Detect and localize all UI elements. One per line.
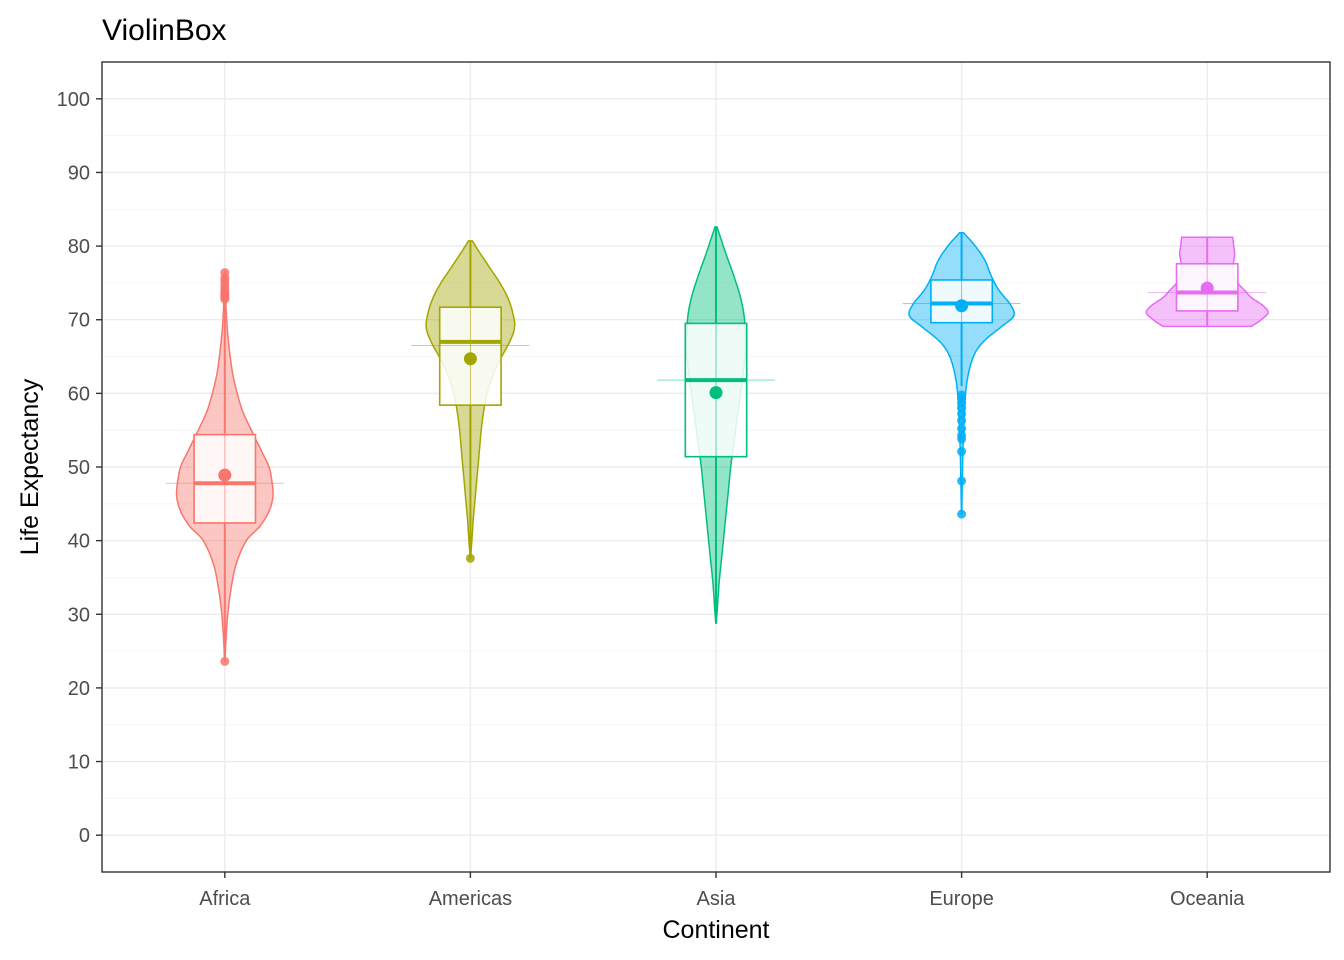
y-tick-label: 10 — [68, 752, 90, 774]
outlier-point — [957, 390, 967, 400]
y-tick-label: 90 — [68, 162, 90, 184]
violin-group-europe — [902, 232, 1021, 519]
whisker-end-point — [220, 656, 230, 666]
violin-group-americas — [411, 240, 530, 563]
plot-area — [165, 226, 1269, 666]
mean-point — [955, 299, 969, 313]
y-tick-label: 0 — [79, 825, 90, 847]
y-tick-label: 50 — [68, 457, 90, 479]
mean-point — [709, 386, 723, 400]
outlier-point — [957, 430, 967, 440]
y-tick-label: 60 — [68, 383, 90, 405]
mean-point — [1200, 281, 1214, 295]
mean-point — [463, 352, 477, 366]
outlier-point — [957, 416, 967, 426]
violin-group-oceania — [1145, 236, 1269, 328]
x-tick-label: Oceania — [1170, 888, 1245, 910]
x-tick-label: Americas — [429, 888, 512, 910]
mean-point — [218, 468, 232, 482]
x-tick-label: Africa — [199, 888, 251, 910]
x-tick-label: Europe — [929, 888, 994, 910]
violin-group-africa — [165, 268, 284, 666]
x-axis-title: Continent — [662, 916, 769, 944]
y-tick-label: 70 — [68, 310, 90, 332]
violin-group-asia — [657, 226, 775, 624]
outlier-point — [957, 447, 967, 457]
y-tick-label: 80 — [68, 236, 90, 258]
whisker-end-point — [465, 553, 475, 563]
outlier-point — [957, 476, 967, 486]
axes: Africa Americas Asia Europe Oceania 0 10 20 30 40… — [57, 89, 1246, 910]
outlier-point — [957, 424, 967, 434]
y-tick-label: 100 — [57, 89, 90, 111]
outlier-point — [220, 268, 230, 278]
y-axis-title: Life Expectancy — [16, 378, 44, 555]
y-tick-label: 20 — [68, 678, 90, 700]
y-tick-label: 40 — [68, 531, 90, 553]
y-tick-label: 30 — [68, 604, 90, 626]
chart-title: ViolinBox — [102, 14, 227, 47]
outlier-point — [957, 509, 967, 519]
x-tick-label: Asia — [697, 888, 737, 910]
